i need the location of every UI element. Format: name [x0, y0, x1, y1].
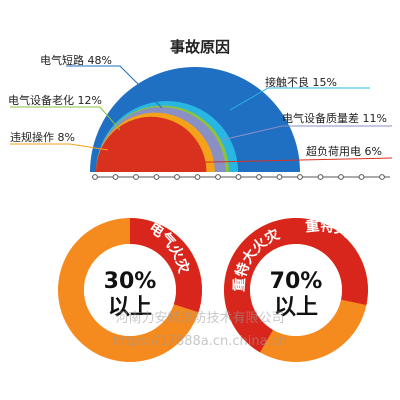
axis-tick [358, 174, 365, 180]
label-poor-contact: 接触不良 15% [265, 75, 337, 89]
donut1-center [84, 244, 176, 336]
label-violation: 违规操作 8% [10, 130, 75, 144]
axis-tick [338, 174, 344, 180]
donut-major-fire: 70% 以上 重特大火灾 重特大电气火灾 [223, 217, 392, 362]
donut2-percent: 70% [270, 269, 323, 294]
leader-poor-contact [229, 87, 370, 111]
baseline-axis [92, 174, 390, 180]
watermark-url: https://17888a.cn.china.cn [113, 334, 287, 349]
axis-tick [92, 174, 98, 180]
axis-tick [235, 174, 242, 180]
semicircle-chart [90, 67, 300, 172]
right-labels: 接触不良 15% 电气设备质量差 11% 超负荷用电 6% [129, 75, 393, 165]
axis-tick [379, 174, 385, 180]
axis-tick [112, 174, 119, 180]
label-quality: 电气设备质量差 11% [282, 111, 387, 125]
semicircle-layer [96, 116, 207, 172]
axis-tick [174, 174, 180, 180]
axis-tick [256, 174, 262, 180]
watermark-company: 河南力安特消防技术有限公司 [115, 310, 284, 326]
axis-tick [215, 174, 221, 180]
axis-tick [153, 174, 160, 180]
donut1-highlight-ring [130, 218, 203, 313]
axis-tick [194, 174, 201, 180]
leader-short-circuit [66, 65, 163, 109]
label-overload: 超负荷用电 6% [306, 144, 382, 158]
axis-tick [133, 174, 139, 180]
leader-violation [10, 143, 109, 151]
leader-overload [129, 157, 393, 165]
leader-aging [10, 106, 121, 131]
donut2-highlight-ring [224, 218, 368, 353]
donut1-suffix: 以上 [108, 295, 152, 320]
axis-tick [297, 174, 303, 180]
label-short-circuit: 电气短路 48% [40, 53, 112, 67]
donut2-suffix: 以上 [274, 295, 318, 320]
axis-tick [276, 174, 283, 180]
label-aging: 电气设备老化 12% [8, 93, 102, 107]
leader-quality [221, 125, 392, 141]
axis-tick [317, 174, 324, 180]
donut1-percent: 30% [104, 269, 157, 294]
donut2-center [250, 244, 342, 336]
left-labels: 电气短路 48% 电气设备老化 12% 违规操作 8% [8, 53, 163, 151]
chart-title: 事故原因 [170, 38, 230, 56]
